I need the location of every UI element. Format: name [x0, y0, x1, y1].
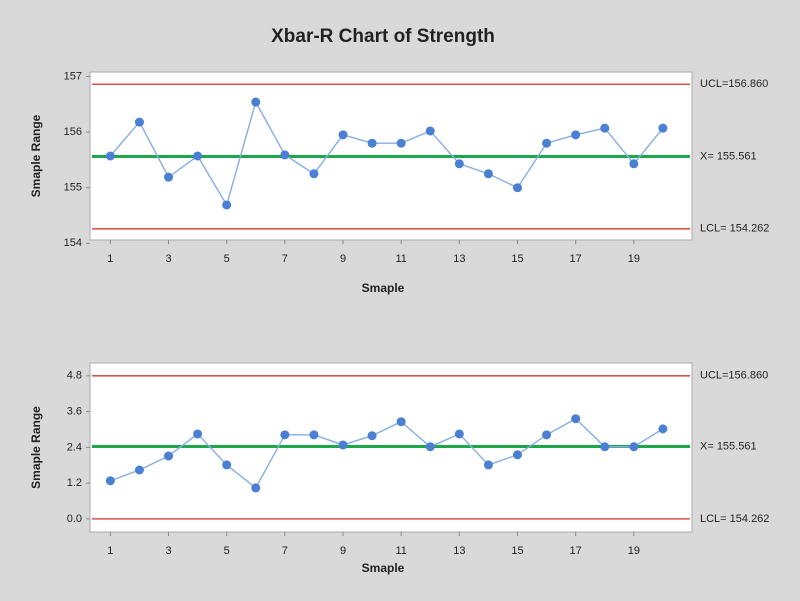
x-tick-label: 3 — [165, 545, 171, 557]
y-tick-label: 155 — [64, 182, 82, 194]
data-point — [164, 451, 174, 461]
x-tick-label: 9 — [340, 253, 346, 265]
x-tick-label: 11 — [395, 545, 406, 557]
x-tick-label: 7 — [282, 545, 288, 557]
control-label: UCL=156.860 — [700, 370, 768, 382]
control-label: X= 155.561 — [700, 440, 757, 452]
x-tick-label: 19 — [628, 253, 640, 265]
data-point — [542, 138, 552, 148]
data-point — [309, 169, 319, 179]
y-tick-label: 4.8 — [67, 370, 82, 382]
data-line — [109, 100, 664, 207]
data-point — [658, 123, 668, 133]
data-point — [309, 430, 319, 440]
data-point — [222, 460, 232, 470]
x-tick-label: 1 — [107, 253, 113, 265]
data-point — [600, 123, 610, 133]
data-point — [105, 476, 115, 486]
x-tick-label: 19 — [628, 545, 640, 557]
y-tick-label: 1.2 — [67, 477, 82, 489]
x-tick-label: 11 — [395, 253, 406, 265]
data-point — [338, 130, 348, 140]
x-tick-label: 9 — [340, 545, 346, 557]
data-point — [280, 430, 290, 440]
data-line — [110, 417, 664, 489]
x-tick-label: 1 — [107, 545, 113, 557]
data-point — [454, 159, 464, 169]
x-tick-label: 5 — [224, 545, 230, 557]
data-point — [513, 450, 523, 460]
y-tick-label: 157 — [64, 70, 82, 82]
data-point — [134, 465, 144, 475]
data-point — [251, 97, 261, 107]
data-point — [454, 429, 464, 439]
data-point — [367, 431, 377, 441]
y-tick-label: 2.4 — [67, 441, 82, 453]
data-point — [629, 159, 639, 169]
x-tick-label: 13 — [453, 545, 465, 557]
y-tick-label: 0.0 — [67, 513, 82, 525]
data-point — [600, 442, 610, 452]
y-tick-label: 154 — [64, 237, 82, 249]
data-point — [193, 429, 203, 439]
chart-title: Xbar-R Chart of Strength — [271, 26, 495, 47]
data-point — [134, 117, 144, 127]
data-point — [396, 417, 406, 427]
y-tick-label: 3.6 — [67, 405, 82, 417]
control-label: LCL= 154.262 — [700, 223, 769, 235]
x-axis-label: Smaple — [362, 281, 405, 295]
data-point — [396, 138, 406, 148]
data-point — [164, 172, 174, 182]
control-label: LCL= 154.262 — [700, 513, 769, 525]
data-point — [483, 460, 493, 470]
data-point — [425, 126, 435, 136]
data-point — [483, 169, 493, 179]
data-point — [629, 442, 639, 452]
x-tick-label: 7 — [282, 253, 288, 265]
x-tick-label: 15 — [511, 253, 523, 265]
x-tick-label: 17 — [570, 253, 582, 265]
y-tick-label: 156 — [64, 126, 82, 138]
x-axis-label: Smaple — [362, 561, 405, 575]
data-point — [105, 151, 115, 161]
data-point — [222, 200, 232, 210]
x-tick-label: 3 — [165, 253, 171, 265]
data-point — [280, 150, 290, 160]
data-point — [571, 130, 581, 140]
data-point — [251, 483, 261, 493]
x-tick-label: 13 — [453, 253, 465, 265]
data-point — [513, 183, 523, 193]
x-tick-label: 5 — [224, 253, 230, 265]
data-point — [193, 151, 203, 161]
data-point — [542, 430, 552, 440]
data-point — [338, 440, 348, 450]
data-point — [367, 138, 377, 148]
data-point — [425, 442, 435, 452]
x-tick-label: 17 — [570, 545, 582, 557]
x-tick-label: 15 — [511, 545, 523, 557]
data-point — [571, 414, 581, 424]
control-label: UCL=156.860 — [700, 78, 768, 90]
y-axis-label: Smaple Range — [29, 114, 43, 197]
y-axis-label: Smaple Range — [29, 406, 43, 489]
control-label: X= 155.561 — [700, 150, 757, 162]
data-point — [658, 424, 668, 434]
